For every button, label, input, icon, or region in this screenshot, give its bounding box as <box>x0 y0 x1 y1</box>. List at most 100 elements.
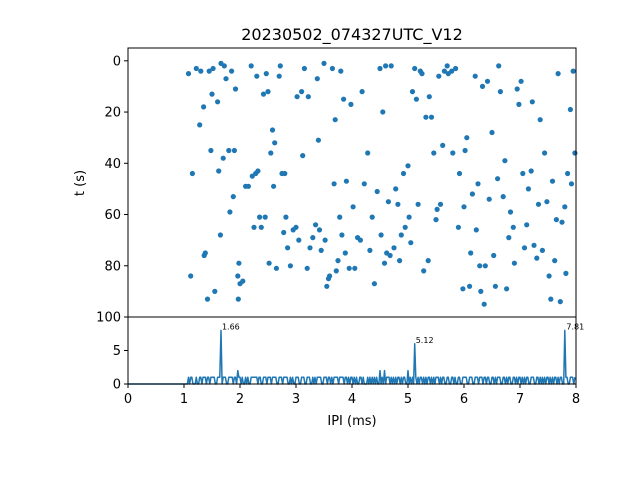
scatter-point <box>475 181 481 187</box>
scatter-point <box>437 201 444 207</box>
scatter-point <box>415 201 421 207</box>
peak-label: 1.66 <box>222 322 240 331</box>
scatter-point <box>464 135 470 141</box>
scatter-point <box>266 260 272 266</box>
scatter-point <box>552 258 558 264</box>
scatter-point <box>331 181 337 187</box>
scatter-point <box>567 106 574 113</box>
scatter-point <box>374 188 380 195</box>
scatter-point <box>388 63 394 69</box>
scatter-point <box>402 224 408 230</box>
scatter-point <box>461 204 467 210</box>
scatter-point <box>285 245 291 251</box>
scatter-point <box>268 150 274 156</box>
scatter-point <box>333 268 339 274</box>
scatter-point <box>565 170 571 177</box>
scatter-point <box>310 235 316 241</box>
scatter-point <box>277 63 283 69</box>
scatter-point <box>423 114 429 120</box>
scatter-point <box>367 247 373 253</box>
scatter-point <box>398 232 404 238</box>
scatter-point <box>495 176 501 182</box>
scatter-point <box>235 273 241 279</box>
scatter-point <box>269 127 276 133</box>
scatter-point <box>348 101 354 107</box>
peak-annotations: 1.66 5.12 7.81 <box>222 322 584 344</box>
scatter-point <box>426 94 432 100</box>
scatter-point <box>391 245 397 251</box>
scatter-point <box>549 178 556 184</box>
scatter-point <box>381 260 388 266</box>
scatter-y-label: t (s) <box>73 170 88 196</box>
scatter-point <box>468 250 474 256</box>
scatter-point <box>482 263 488 269</box>
scatter-point <box>497 89 503 95</box>
scatter-point <box>226 147 232 154</box>
scatter-point <box>189 170 195 177</box>
scatter-point <box>359 89 365 95</box>
scatter-point <box>198 68 204 74</box>
y-tick-label: 40 <box>104 157 121 172</box>
scatter-point <box>473 227 479 233</box>
scatter-point <box>305 94 311 100</box>
scatter-point <box>518 78 524 84</box>
y-tick-label: 0 <box>113 378 121 393</box>
y-tick-label: 5 <box>113 344 121 359</box>
scatter-point <box>456 170 463 177</box>
scatter-point <box>496 63 502 69</box>
scatter-point <box>321 60 327 66</box>
scatter-point <box>460 286 466 292</box>
scatter-point <box>318 247 324 253</box>
scatter-point <box>472 73 478 79</box>
scatter-point <box>492 283 498 289</box>
y-tick-label: 20 <box>104 106 121 121</box>
scatter-point <box>419 71 425 77</box>
scatter-point <box>206 68 212 74</box>
scatter-point <box>260 91 267 97</box>
scatter-point <box>400 170 407 177</box>
scatter-point <box>510 224 516 230</box>
scatter-point <box>369 214 375 220</box>
scatter-point <box>469 191 475 197</box>
scatter-point <box>521 245 528 251</box>
scatter-point <box>315 137 321 143</box>
scatter-point <box>553 217 560 223</box>
scatter-point <box>197 122 203 128</box>
scatter-point <box>338 68 344 74</box>
scatter-point <box>397 258 403 264</box>
scatter-point <box>262 214 268 220</box>
scatter-point <box>343 178 349 184</box>
scatter-point <box>296 237 302 243</box>
scatter-point <box>230 194 236 200</box>
scatter-point <box>231 147 237 154</box>
x-tick-label: 3 <box>292 392 300 407</box>
scatter-point <box>528 168 534 174</box>
y-tick-label: 100 <box>96 311 121 326</box>
scatter-point <box>481 301 487 307</box>
x-tick-label: 8 <box>572 392 580 407</box>
scatter-point <box>316 227 323 233</box>
scatter-point <box>555 71 561 77</box>
scatter-point <box>282 170 288 177</box>
scatter-point <box>529 99 535 105</box>
scatter-point <box>559 219 565 225</box>
scatter-point <box>304 265 310 271</box>
scatter-point <box>220 155 226 161</box>
scatter-point <box>299 89 305 95</box>
scatter-point <box>525 186 532 192</box>
scatter-point <box>314 76 320 82</box>
scatter-point <box>327 273 333 279</box>
scatter-point <box>251 224 257 230</box>
scatter-point <box>281 229 287 236</box>
scatter-point <box>342 250 348 256</box>
scatter-point <box>504 286 510 292</box>
scatter-point <box>385 199 391 205</box>
scatter-point <box>235 296 241 302</box>
scatter-point <box>421 268 427 274</box>
scatter-point <box>562 204 568 210</box>
scatter-point <box>484 78 491 84</box>
histogram-x-label: IPI (ms) <box>327 414 376 429</box>
histogram-y-ticks: 05 <box>113 344 128 393</box>
scatter-point <box>489 129 495 136</box>
